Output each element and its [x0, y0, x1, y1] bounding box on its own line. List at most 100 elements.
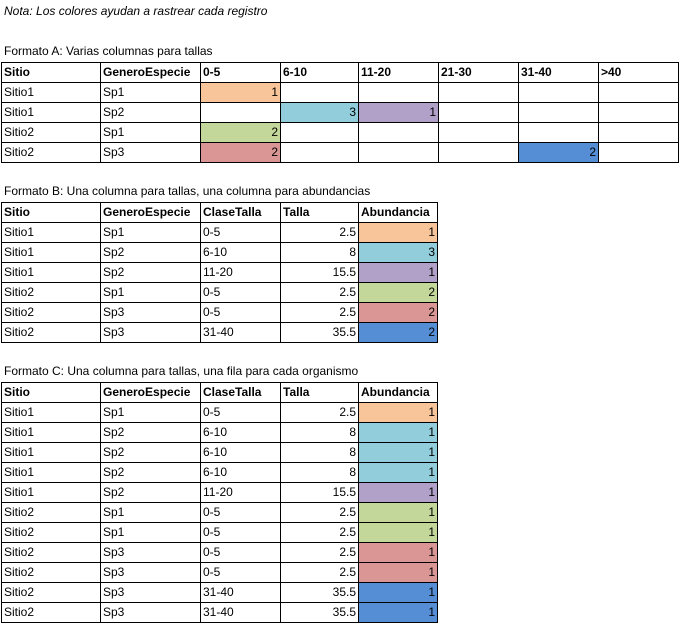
table-cell: Sp1 — [100, 122, 201, 143]
table-cell: 8 — [280, 242, 359, 263]
table-cell: 2 — [200, 142, 281, 163]
table-cell: 1 — [358, 222, 438, 243]
table-cell: 0-5 — [200, 402, 281, 423]
table-cell: 2.5 — [280, 402, 359, 423]
table-cell: Sitio1 — [1, 402, 101, 423]
table-cell — [438, 82, 519, 103]
table-cell: 1 — [358, 442, 438, 463]
format-b-table: Sitio GeneroEspecie ClaseTalla Talla Abundan… — [1, 202, 438, 343]
table-cell: Sitio2 — [1, 322, 101, 343]
header-cell: 11-20 — [358, 62, 439, 83]
table-cell: 2.5 — [280, 282, 359, 303]
table-cell: 2 — [358, 322, 438, 343]
table-cell: 11-20 — [200, 482, 281, 503]
table-cell — [438, 122, 519, 143]
table-cell: 0-5 — [200, 522, 281, 543]
header-cell: GeneroEspecie — [100, 202, 201, 223]
format-a-caption: Formato A: Varias columnas para tallas — [4, 44, 213, 58]
table-row: Sitio1 Sp1 0-5 2.5 1 — [1, 222, 438, 243]
table-cell: 2 — [358, 282, 438, 303]
header-cell: Abundancia — [358, 382, 438, 403]
table-cell: 2 — [358, 302, 438, 323]
table-cell: Sp3 — [100, 582, 201, 603]
table-cell: 1 — [358, 602, 438, 623]
table-cell — [518, 122, 599, 143]
header-cell: 21-30 — [438, 62, 519, 83]
table-cell: Sitio2 — [1, 502, 101, 523]
table-cell — [200, 102, 281, 123]
table-cell: Sitio2 — [1, 122, 101, 143]
table-cell: 1 — [358, 502, 438, 523]
header-cell: ClaseTalla — [200, 382, 281, 403]
table-cell: 35.5 — [280, 582, 359, 603]
header-cell: Talla — [280, 202, 359, 223]
table-cell: 0-5 — [200, 542, 281, 563]
table-cell: Sp3 — [100, 142, 201, 163]
table-cell: 2.5 — [280, 302, 359, 323]
table-cell: Sp3 — [100, 302, 201, 323]
table-row: Sitio1 Sp2 11-20 15.5 1 — [1, 482, 438, 503]
header-cell: Sitio — [1, 382, 101, 403]
table-cell: Sp3 — [100, 322, 201, 343]
table-cell: Sp2 — [100, 262, 201, 283]
table-row: Sitio2 Sp3 31-40 35.5 1 — [1, 582, 438, 603]
table-cell: 31-40 — [200, 602, 281, 623]
table-cell: Sp1 — [100, 502, 201, 523]
header-row: Sitio GeneroEspecie ClaseTalla Talla Abundan… — [1, 382, 438, 403]
table-row: Sitio2 Sp1 0-5 2.5 2 — [1, 282, 438, 303]
table-cell: Sp3 — [100, 562, 201, 583]
table-cell — [598, 82, 679, 103]
table-cell: 15.5 — [280, 262, 359, 283]
table-cell: Sitio2 — [1, 142, 101, 163]
table-cell — [280, 122, 359, 143]
table-cell: 8 — [280, 462, 359, 483]
table-cell: 2.5 — [280, 542, 359, 563]
table-cell: Sp2 — [100, 482, 201, 503]
table-cell: 2 — [518, 142, 599, 163]
table-cell: Sp1 — [100, 402, 201, 423]
table-cell: Sitio1 — [1, 422, 101, 443]
table-row: Sitio1 Sp2 6-10 8 1 — [1, 422, 438, 443]
table-row: Sitio2 Sp1 0-5 2.5 1 — [1, 522, 438, 543]
table-cell: 2.5 — [280, 502, 359, 523]
table-cell: 6-10 — [200, 242, 281, 263]
table-cell: 1 — [358, 522, 438, 543]
table-cell: 31-40 — [200, 322, 281, 343]
table-cell: 1 — [358, 402, 438, 423]
table-cell: 15.5 — [280, 482, 359, 503]
table-cell: 1 — [358, 102, 439, 123]
table-cell: Sitio2 — [1, 582, 101, 603]
table-cell: Sitio1 — [1, 262, 101, 283]
note-text: Nota: Los colores ayudan a rastrear cada… — [4, 4, 268, 18]
table-cell: 0-5 — [200, 562, 281, 583]
table-cell: Sitio1 — [1, 462, 101, 483]
table-row: Sitio2 Sp3 2 2 — [1, 142, 679, 163]
table-cell: 1 — [358, 462, 438, 483]
table-cell: 1 — [358, 562, 438, 583]
table-cell: 1 — [358, 422, 438, 443]
table-cell — [358, 142, 439, 163]
table-cell: 35.5 — [280, 602, 359, 623]
table-cell: Sitio1 — [1, 102, 101, 123]
table-cell: 6-10 — [200, 462, 281, 483]
table-row: Sitio2 Sp3 0-5 2.5 1 — [1, 542, 438, 563]
table-cell — [280, 142, 359, 163]
table-row: Sitio2 Sp3 31-40 35.5 1 — [1, 602, 438, 623]
table-cell: 0-5 — [200, 302, 281, 323]
table-cell: Sp2 — [100, 242, 201, 263]
table-row: Sitio1 Sp2 6-10 8 1 — [1, 442, 438, 463]
table-cell: Sitio2 — [1, 542, 101, 563]
table-cell: 0-5 — [200, 282, 281, 303]
table-cell — [518, 82, 599, 103]
table-cell — [358, 82, 439, 103]
table-cell — [598, 102, 679, 123]
header-row: Sitio GeneroEspecie 0-5 6-10 11-20 21-30 31-40… — [1, 62, 679, 83]
table-cell: Sitio1 — [1, 242, 101, 263]
table-cell: Sp2 — [100, 102, 201, 123]
header-cell: ClaseTalla — [200, 202, 281, 223]
table-cell: 2.5 — [280, 562, 359, 583]
table-cell: 2 — [200, 122, 281, 143]
table-cell: 8 — [280, 422, 359, 443]
table-cell: Sp2 — [100, 442, 201, 463]
format-c-caption: Formato C: Una columna para tallas, una … — [4, 364, 359, 378]
